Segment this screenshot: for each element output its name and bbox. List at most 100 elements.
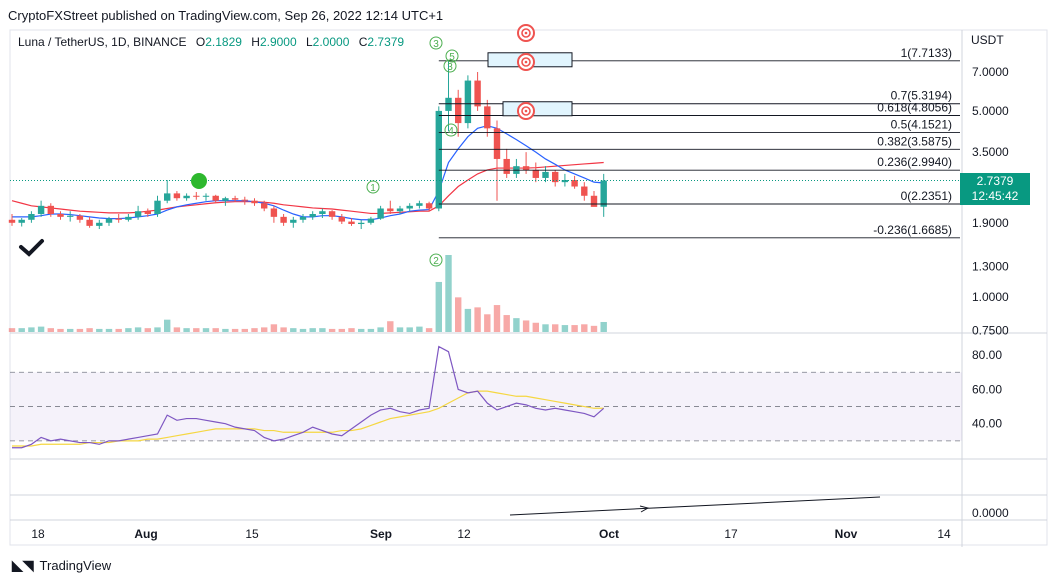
wave-label-circle — [443, 59, 457, 73]
volume-bar — [47, 328, 54, 332]
target-bullseye-icon — [521, 106, 531, 116]
fib-level-label: 0.7(5.3194) — [891, 89, 952, 103]
volume-bar — [387, 321, 394, 332]
rsi-tick-label: 40.00 — [972, 417, 1002, 431]
time-tick-label: Aug — [134, 527, 157, 541]
volume-bar — [338, 328, 345, 332]
candle-body — [76, 215, 84, 220]
candle-body — [406, 205, 413, 209]
volume-bar — [416, 326, 423, 332]
candle-body — [338, 216, 345, 222]
fib-level-label: 0.236(2.9940) — [877, 155, 952, 169]
volume-bar — [183, 328, 190, 332]
candle-body — [86, 219, 93, 226]
target-bullseye-icon — [524, 60, 528, 64]
volume-bar — [464, 308, 472, 332]
candle-body — [474, 80, 481, 107]
wave-label-circle — [366, 180, 380, 194]
trend-arrow-icon — [639, 505, 650, 513]
last-price-tag: 2.7379 12:45:42 — [960, 173, 1030, 205]
candle-body — [261, 203, 268, 209]
wave-label-circle — [429, 253, 443, 267]
rsi-ma-line — [12, 390, 604, 447]
fib-level-label: 1(7.7133) — [901, 46, 952, 60]
candle-body — [590, 195, 598, 207]
price-tick-label: 5.0000 — [972, 104, 1009, 118]
price-tick-label: 1.3000 — [972, 260, 1009, 274]
volume-bar — [406, 327, 413, 332]
volume-bar — [231, 328, 239, 332]
price-tick-label: 3.5000 — [972, 145, 1009, 159]
candle-body — [396, 208, 404, 212]
candle-body — [387, 208, 394, 212]
volume-bar — [76, 328, 84, 332]
volume-bar — [445, 255, 452, 332]
publisher-line: CryptoFXStreet published on TradingView.… — [8, 8, 444, 23]
rsi-band — [10, 372, 962, 441]
candle-body — [183, 195, 190, 199]
low-label: L — [305, 35, 313, 49]
candle-body — [57, 213, 64, 217]
volume-bar — [532, 322, 539, 332]
volume-bar — [193, 328, 200, 332]
volume-bar — [37, 326, 45, 332]
volume-bar — [212, 328, 219, 332]
time-tick-label: 12 — [457, 527, 471, 541]
volume-bar — [261, 327, 268, 332]
volume-bar — [522, 320, 530, 332]
bar-countdown: 12:45:42 — [971, 189, 1019, 203]
fib-level-label: 0(2.2351) — [901, 189, 952, 203]
wave-label: 3 — [433, 39, 439, 50]
price-tick-label: 1.0000 — [972, 290, 1009, 304]
candle-body — [115, 218, 122, 220]
candle-body — [484, 106, 491, 129]
volume-bar — [493, 305, 501, 332]
volume-bar — [542, 324, 549, 332]
close-label: C — [358, 35, 368, 49]
candle-body — [105, 218, 113, 223]
fib-level-label: -0.236(1.6685) — [873, 223, 952, 237]
volume-bar — [18, 328, 25, 332]
indicator-tick-label: 0.0000 — [972, 506, 1009, 520]
indicator-trend-line — [509, 496, 881, 516]
candle-body — [231, 198, 239, 200]
low-value: 2.0000 — [312, 35, 350, 49]
volume-bar — [358, 328, 365, 332]
wave-label: 1 — [370, 183, 376, 194]
volume-bar — [57, 328, 64, 332]
candle-body — [309, 213, 316, 217]
candle-body — [328, 211, 336, 217]
volume-bar — [299, 328, 307, 332]
candle-body — [600, 180, 607, 207]
high-value: 2.9000 — [259, 35, 297, 49]
open-value: 2.1829 — [205, 35, 242, 49]
candle-body — [241, 199, 248, 201]
rsi-tick-label: 80.00 — [972, 348, 1002, 362]
candle-body — [8, 219, 16, 223]
candle-body — [280, 216, 287, 223]
candle-body — [367, 218, 375, 223]
candle-body — [47, 205, 54, 214]
fib-level-label: 0.618(4.8056) — [877, 100, 952, 114]
tradingview-brand[interactable]: ◣◥ TradingView — [12, 557, 111, 574]
checkmark-icon — [19, 239, 44, 257]
candle-body — [571, 180, 578, 187]
candle-body — [222, 198, 229, 201]
time-tick-label: Sep — [370, 527, 392, 541]
high-label: H — [251, 35, 260, 49]
candle-body — [28, 213, 35, 220]
volume-bar — [222, 328, 229, 332]
candle-body — [455, 97, 462, 124]
candle-body — [18, 219, 25, 223]
wave-label-circle — [444, 123, 458, 137]
tradingview-logo-icon: ◣◥ — [12, 557, 34, 573]
volume-bar — [144, 328, 151, 332]
volume-bar — [561, 325, 569, 332]
candle-body — [464, 80, 472, 124]
volume-bar — [484, 314, 491, 332]
candle-body — [251, 200, 258, 204]
time-tick-label: 14 — [937, 527, 951, 541]
volume-bar — [105, 328, 113, 332]
